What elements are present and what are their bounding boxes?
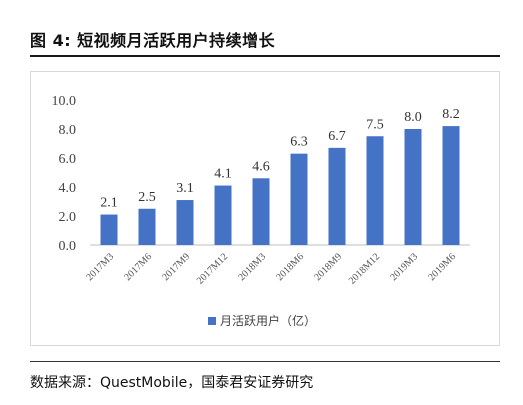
- x-tick-label-2017M6: 2017M6: [122, 251, 154, 283]
- y-tick-label-5: 10.0: [52, 94, 77, 109]
- bar-2019M3: [404, 129, 422, 245]
- y-tick-label-0: 0.0: [59, 239, 77, 254]
- bar-2018M12: [366, 136, 384, 245]
- bar-2017M6: [138, 208, 156, 245]
- bar-2017M12: [214, 185, 232, 245]
- title-rule: [30, 55, 500, 57]
- chart-frame: [30, 71, 500, 346]
- legend-label: 月活跃用户（亿）: [220, 313, 316, 328]
- y-tick-label-2: 4.0: [59, 181, 77, 196]
- x-tick-label-2019M6: 2019M6: [426, 251, 458, 283]
- x-tick-label-2018M6: 2018M6: [274, 251, 306, 283]
- data-label-2018M12: 7.5: [366, 117, 384, 132]
- y-tick-label-1: 2.0: [59, 210, 77, 225]
- x-tick-label-2018M3: 2018M3: [236, 251, 268, 283]
- y-tick-label-3: 6.0: [59, 152, 77, 167]
- data-label-2017M6: 2.5: [138, 190, 156, 205]
- data-label-2019M3: 8.0: [404, 110, 422, 125]
- x-tick-label-2017M12: 2017M12: [195, 251, 230, 286]
- data-label-2017M12: 4.1: [214, 167, 232, 182]
- data-label-2017M3: 2.1: [100, 196, 118, 211]
- data-label-2019M6: 8.2: [442, 107, 460, 122]
- bar-2018M6: [290, 153, 308, 245]
- data-label-2018M9: 6.7: [328, 129, 346, 144]
- bar-2018M3: [252, 178, 270, 245]
- source-rule: [30, 361, 500, 362]
- y-tick-label-4: 8.0: [59, 123, 77, 138]
- x-tick-label-2017M9: 2017M9: [160, 251, 192, 283]
- figure-title: 图 4: 短视频月活跃用户持续增长: [30, 31, 276, 50]
- x-tick-label-2019M3: 2019M3: [388, 251, 420, 283]
- bar-2017M9: [176, 200, 194, 245]
- x-tick-label-2017M3: 2017M3: [84, 251, 116, 283]
- x-tick-label-2018M12: 2018M12: [347, 251, 382, 286]
- x-tick-label-2018M9: 2018M9: [312, 251, 344, 283]
- source-note: 数据来源：QuestMobile，国泰君安证券研究: [30, 375, 314, 391]
- bar-2019M6: [442, 126, 460, 245]
- bar-2017M3: [100, 214, 118, 245]
- data-label-2018M3: 4.6: [252, 159, 270, 174]
- legend-swatch: [208, 317, 216, 325]
- data-label-2017M9: 3.1: [176, 181, 194, 196]
- bar-2018M9: [328, 147, 346, 245]
- data-label-2018M6: 6.3: [290, 135, 308, 150]
